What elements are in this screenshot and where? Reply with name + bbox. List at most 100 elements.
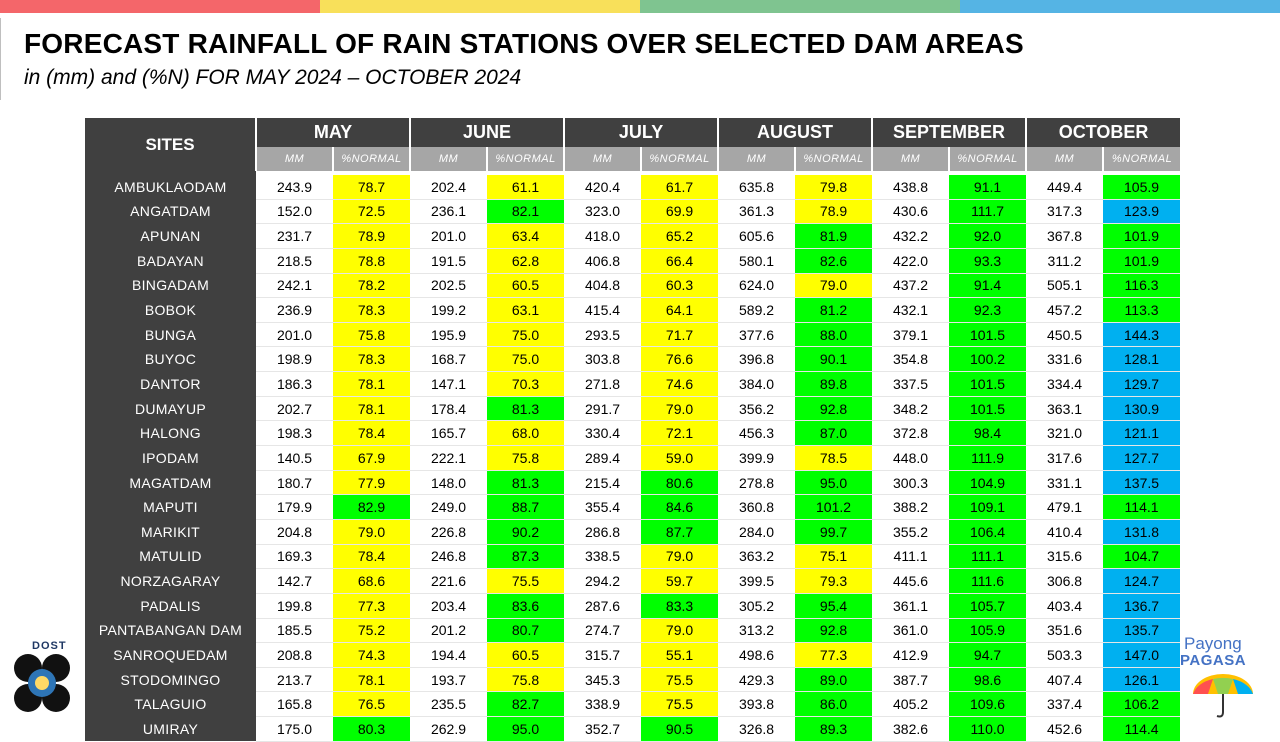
topbar-red-segment [0,0,320,13]
table-row: DUMAYUP 202.7 78.1 178.4 81.3 291.7 79.0 356.2 9… [85,396,1181,422]
mm-cell: 457.2 [1026,297,1104,323]
mm-cell: 330.4 [564,420,642,447]
mm-cell: 287.6 [564,593,642,619]
mm-cell: 338.5 [564,544,642,570]
mm-cell: 236.1 [410,199,488,225]
mm-cell: 404.8 [564,273,642,299]
mm-cell: 361.3 [718,199,796,225]
table-row: NORZAGARAY 142.7 68.6 221.6 75.5 294.2 59.7 399… [85,568,1181,594]
percent-normal-cell: 76.5 [333,691,411,718]
table-row: DANTOR 186.3 78.1 147.1 70.3 271.8 74.6 384.0 89… [85,371,1181,397]
percent-normal-cell: 88.0 [795,322,873,348]
percent-normal-cell: 137.5 [1103,470,1181,496]
mm-cell: 208.8 [256,642,333,668]
percent-normal-cell: 130.9 [1103,396,1181,422]
site-name-cell: PANTABANGAN DAM [85,618,256,643]
mm-cell: 422.0 [872,248,950,274]
percent-normal-cell: 66.4 [641,248,719,274]
percent-normal-cell: 62.8 [487,248,565,274]
percent-normal-cell: 78.2 [333,273,411,299]
percent-normal-cell: 109.6 [949,691,1027,718]
percent-normal-cell: 82.7 [487,691,565,718]
table-row: APUNAN 231.7 78.9 201.0 63.4 418.0 65.2 605.6 81… [85,223,1181,249]
percent-normal-cell: 87.3 [487,544,565,570]
mm-cell: 337.5 [872,371,950,397]
percent-normal-cell: 79.0 [641,396,719,422]
percent-normal-cell: 101.5 [949,322,1027,348]
percent-normal-cell: 91.1 [949,175,1027,200]
mm-cell: 246.8 [410,544,488,570]
mm-cell: 215.4 [564,470,642,496]
mm-cell: 412.9 [872,642,950,668]
mm-cell: 505.1 [1026,273,1104,299]
percent-normal-cell: 105.7 [949,593,1027,619]
mm-cell: 367.8 [1026,223,1104,249]
table-row: BINGADAM 242.1 78.2 202.5 60.5 404.8 60.3 624.0… [85,273,1181,299]
table-row: MARIKIT 204.8 79.0 226.8 90.2 286.8 87.7 284.0 9… [85,519,1181,545]
table-row: SANROQUEDAM 208.8 74.3 194.4 60.5 315.7 55.1 49… [85,642,1181,668]
mm-cell: 399.9 [718,445,796,471]
percent-normal-cell: 128.1 [1103,346,1181,373]
mm-cell: 286.8 [564,519,642,545]
mm-cell: 396.8 [718,346,796,373]
mm-cell: 430.6 [872,199,950,225]
percent-normal-cell: 67.9 [333,445,411,471]
mm-cell: 294.2 [564,568,642,594]
percent-normal-cell: 79.0 [795,273,873,299]
percent-normal-cell: 79.0 [333,519,411,545]
percent-normal-cell: 74.3 [333,642,411,668]
mm-cell: 315.6 [1026,544,1104,570]
mm-cell: 337.4 [1026,691,1104,718]
mm-cell: 321.0 [1026,420,1104,447]
table-row: AMBUKLAODAM 243.9 78.7 202.4 61.1 420.4 61.7 63… [85,175,1181,200]
percent-normal-cell: 69.9 [641,199,719,225]
percent-normal-cell: 78.1 [333,396,411,422]
site-name-cell: BADAYAN [85,248,256,274]
percent-normal-cell: 79.0 [641,544,719,570]
percent-normal-cell: 59.7 [641,568,719,594]
top-color-bar [0,0,1280,13]
mm-cell: 354.8 [872,346,950,373]
site-name-cell: IPODAM [85,445,256,471]
mm-cell: 479.1 [1026,494,1104,520]
percent-normal-cell: 78.1 [333,667,411,693]
percent-normal-cell: 82.9 [333,494,411,520]
month-header-july: JULY [563,118,719,147]
percent-normal-cell: 59.0 [641,445,719,471]
table-row: IPODAM 140.5 67.9 222.1 75.8 289.4 59.0 399.9 78… [85,445,1181,471]
mm-cell: 175.0 [256,716,333,742]
percent-normal-cell: 78.9 [795,199,873,225]
topbar-green-segment [640,0,960,13]
percent-normal-cell: 111.1 [949,544,1027,570]
percent-normal-cell: 74.6 [641,371,719,397]
mm-cell: 384.0 [718,371,796,397]
mm-cell: 201.0 [256,322,333,348]
subheader-mm: MM [717,147,796,171]
table-row: TALAGUIO 165.8 76.5 235.5 82.7 338.9 75.5 393.8… [85,691,1181,718]
table-row: HALONG 198.3 78.4 165.7 68.0 330.4 72.1 456.3 87… [85,420,1181,447]
mm-cell: 195.9 [410,322,488,348]
mm-cell: 165.8 [256,691,333,718]
percent-normal-cell: 90.2 [487,519,565,545]
site-name-cell: MATULID [85,544,256,569]
percent-normal-cell: 70.3 [487,371,565,397]
mm-cell: 242.1 [256,273,333,299]
mm-cell: 403.4 [1026,593,1104,619]
month-header-august: AUGUST [717,118,873,147]
umbrella-icon [1193,674,1253,718]
percent-normal-cell: 78.1 [333,371,411,397]
percent-normal-cell: 75.8 [333,322,411,348]
mm-cell: 213.7 [256,667,333,693]
percent-normal-cell: 87.7 [641,519,719,545]
percent-normal-cell: 63.1 [487,297,565,323]
mm-cell: 193.7 [410,667,488,693]
percent-normal-cell: 87.0 [795,420,873,447]
percent-normal-cell: 106.2 [1103,691,1181,718]
table-row: BUYOC 198.9 78.3 168.7 75.0 303.8 76.6 396.8 90.… [85,346,1181,373]
site-name-cell: MARIKIT [85,519,256,545]
sites-header: SITES [85,118,256,171]
mm-cell: 198.9 [256,346,333,373]
topbar-blue-segment [960,0,1280,13]
mm-cell: 271.8 [564,371,642,397]
mm-cell: 393.8 [718,691,796,718]
